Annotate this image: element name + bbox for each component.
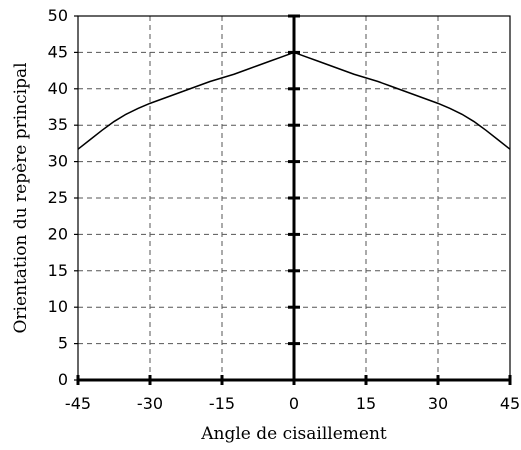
- y-tick-label: 40: [48, 79, 68, 98]
- y-tick-label: 0: [58, 370, 68, 389]
- x-tick-label: 45: [500, 394, 520, 413]
- x-tick-label: -15: [209, 394, 235, 413]
- x-tick-label: 30: [428, 394, 448, 413]
- tick-labels: 0 5 10 15 20 25 30 35 40 45 50 -45 -30 -15 0 15 30 45: [48, 6, 521, 413]
- x-tick-label: 0: [289, 394, 299, 413]
- x-tick-label: -45: [65, 394, 91, 413]
- x-tick-label: 15: [356, 394, 376, 413]
- series-line: [77, 51, 511, 150]
- y-tick-label: 50: [48, 6, 68, 25]
- y-tick-label: 25: [48, 188, 68, 207]
- y-tick-label: 45: [48, 42, 68, 61]
- y-tick-label: 35: [48, 115, 68, 134]
- y-tick-label: 15: [48, 261, 68, 280]
- x-axis-label: Angle de cisaillement: [200, 424, 387, 444]
- y-axis-label: Orientation du repère principal: [11, 62, 31, 333]
- y-tick-label: 5: [58, 334, 68, 353]
- x-tick-label: -30: [137, 394, 163, 413]
- y-tick-label: 30: [48, 152, 68, 171]
- y-tick-label: 10: [48, 297, 68, 316]
- axes: [74, 14, 512, 385]
- y-tick-label: 20: [48, 224, 68, 243]
- series-layer: [77, 51, 511, 150]
